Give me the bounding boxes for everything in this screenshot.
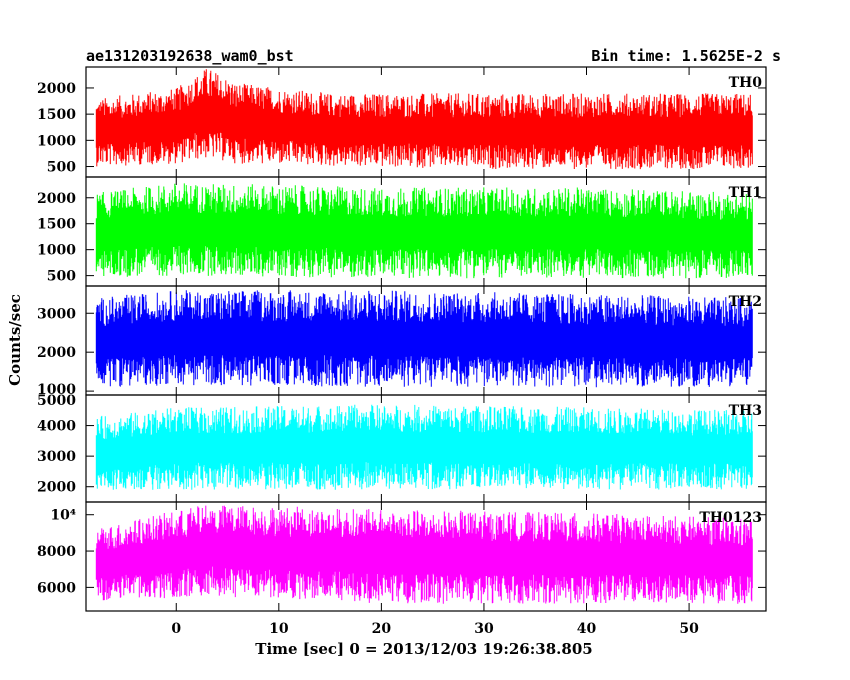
series-th3-trace (95, 404, 753, 490)
y-tick-label: 1000 (37, 382, 76, 398)
y-tick-label: 1500 (37, 217, 76, 233)
y-tick-label: 3000 (37, 306, 76, 322)
panel-label-th0: TH0 (729, 75, 763, 91)
panel-label-th3: TH3 (729, 403, 762, 419)
panel-th3: 2000 3000 4000 5000 TH3 (37, 393, 767, 503)
bin-time-label: Bin time: 1.5625E-2 s (591, 47, 781, 65)
x-axis-label: Time [sec] 0 = 2013/12/03 19:26:38.805 (255, 640, 592, 658)
panel-th2: 1000 2000 3000 TH2 (37, 285, 767, 398)
figure-title: ae131203192638_wam0_bst (86, 47, 294, 65)
x-tick-label: 40 (577, 621, 597, 637)
x-tick-label: 20 (372, 621, 392, 637)
panel-label-th1: TH1 (729, 185, 762, 201)
panel-frame-th0123 (85, 501, 767, 612)
panel-th0: 500 1000 1500 2000 TH0 (37, 66, 767, 178)
y-tick-label: 6000 (37, 580, 76, 596)
y-tick-label: 10⁴ (50, 508, 76, 524)
y-tick-label: 500 (47, 160, 76, 176)
y-tick-label: 1500 (37, 107, 76, 123)
x-tick-label: 10 (269, 621, 289, 637)
x-tick-label: 50 (679, 621, 699, 637)
panel-label-th0123: TH0123 (699, 510, 762, 526)
x-axis: 0 10 20 30 40 50 (171, 621, 699, 637)
series-th0123-trace (95, 505, 753, 604)
series-th1-trace (95, 183, 753, 279)
series-th2-trace (95, 290, 753, 388)
y-tick-label: 5000 (37, 393, 76, 409)
y-tick-label: 2000 (37, 480, 76, 496)
y-tick-label: 8000 (37, 544, 76, 560)
panel-th1: 500 1000 1500 2000 TH1 (37, 176, 767, 287)
x-tick-label: 30 (474, 621, 494, 637)
series-th0-trace (95, 69, 753, 170)
y-tick-label: 2000 (37, 81, 76, 97)
y-tick-label: 3000 (37, 449, 76, 465)
y-tick-label: 2000 (37, 345, 76, 361)
y-tick-label: 500 (47, 269, 76, 285)
x-tick-label: 0 (171, 621, 181, 637)
y-axis-label: Counts/sec (6, 294, 24, 386)
panel-label-th2: TH2 (729, 294, 762, 310)
panels-group: 500 1000 1500 2000 TH0 500 1000 1500 2000 TH1 1000… (37, 66, 767, 612)
y-tick-label: 4000 (37, 419, 76, 435)
y-tick-label: 1000 (37, 133, 76, 149)
panel-th0123: 6000 8000 10⁴ TH0123 (37, 501, 767, 612)
y-tick-label: 2000 (37, 191, 76, 207)
y-tick-label: 1000 (37, 243, 76, 259)
